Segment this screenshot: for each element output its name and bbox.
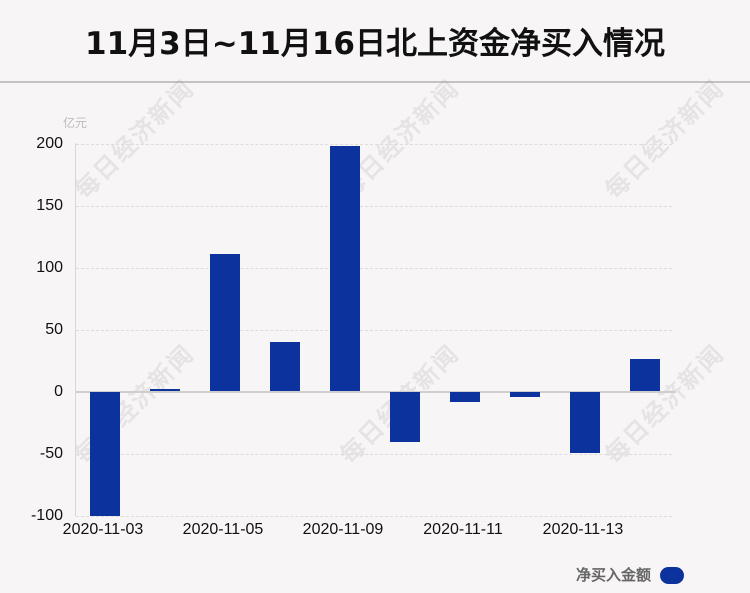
gridline	[76, 205, 672, 207]
gridline	[76, 143, 672, 145]
watermark-text: 每日经济新闻	[69, 339, 200, 470]
legend-swatch-icon[interactable]	[660, 567, 684, 584]
zero-baseline	[76, 390, 676, 393]
bar-2020-11-12[interactable]	[510, 391, 540, 397]
y-tick-label: -100	[30, 506, 63, 524]
watermark-text: 每日经济新闻	[599, 74, 730, 205]
bar-2020-11-05[interactable]	[210, 254, 240, 392]
y-tick-label: 200	[36, 134, 63, 152]
chart-title: 11月3日~11月16日北上资金净买入情况	[85, 26, 665, 62]
x-tick-label: 2020-11-05	[182, 521, 264, 538]
gridline	[76, 453, 672, 455]
bar-2020-11-11[interactable]	[450, 391, 480, 403]
y-axis-line	[75, 143, 76, 516]
bar-2020-11-06[interactable]	[270, 341, 300, 392]
watermark-text: 每日经济新闻	[69, 74, 200, 205]
x-tick-label: 2020-11-09	[302, 521, 384, 538]
watermark-text: 每日经济新闻	[599, 339, 730, 470]
x-tick-label: 2020-11-11	[423, 521, 503, 538]
gridline	[76, 329, 672, 331]
bar-2020-11-03[interactable]	[90, 391, 120, 516]
title-divider	[0, 81, 750, 83]
y-tick-label: 50	[45, 320, 63, 338]
x-tick-label: 2020-11-03	[62, 521, 144, 538]
bar-2020-11-16[interactable]	[630, 359, 660, 392]
bar-2020-11-09[interactable]	[330, 146, 360, 392]
bar-2020-11-13[interactable]	[570, 391, 600, 453]
gridline	[76, 267, 672, 269]
y-tick-label: 100	[36, 258, 63, 276]
y-axis-unit: 亿元	[63, 116, 88, 130]
y-tick-label: 0	[54, 382, 63, 400]
bar-2020-11-04[interactable]	[150, 388, 180, 392]
x-tick-label: 2020-11-13	[542, 521, 624, 538]
legend-label: 净买入金额	[576, 566, 652, 584]
bar-2020-11-10[interactable]	[390, 391, 420, 442]
y-tick-label: 150	[36, 196, 63, 214]
y-tick-label: -50	[39, 444, 63, 462]
gridline	[76, 515, 672, 517]
